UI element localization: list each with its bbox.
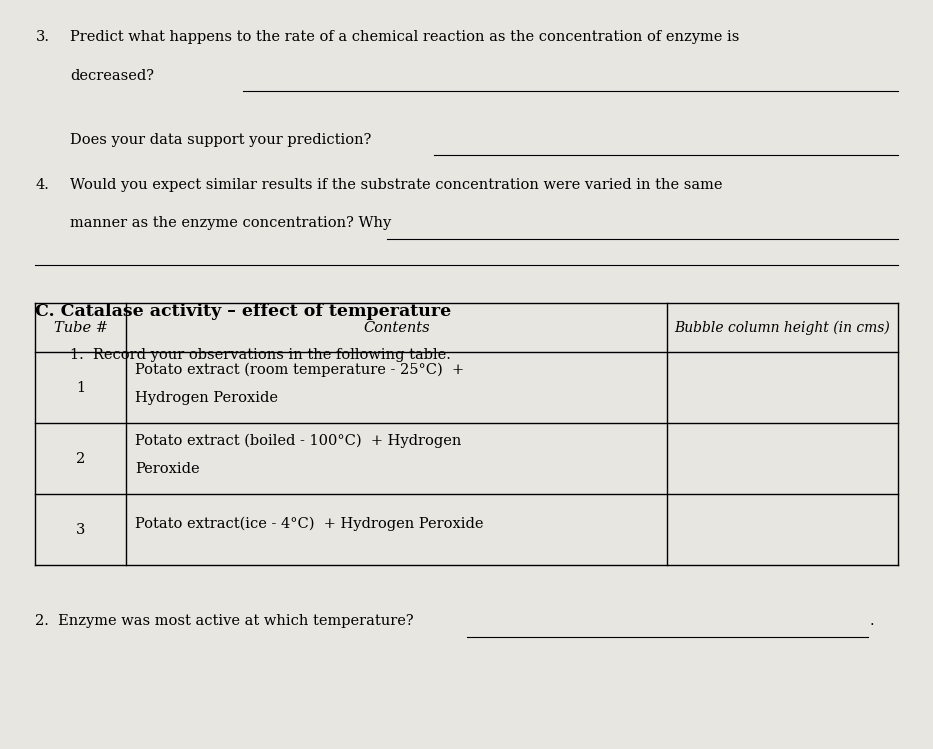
Text: 4.: 4. <box>35 178 49 192</box>
Text: .: . <box>870 614 874 628</box>
Text: Would you expect similar results if the substrate concentration were varied in t: Would you expect similar results if the … <box>70 178 722 192</box>
Text: Bubble column height (in cms): Bubble column height (in cms) <box>675 321 890 335</box>
Text: Predict what happens to the rate of a chemical reaction as the concentration of : Predict what happens to the rate of a ch… <box>70 30 739 44</box>
Text: Contents: Contents <box>363 321 430 335</box>
Text: 1: 1 <box>77 380 85 395</box>
Text: 2.  Enzyme was most active at which temperature?: 2. Enzyme was most active at which tempe… <box>35 614 414 628</box>
Text: 1.  Record your observations in the following table.: 1. Record your observations in the follo… <box>70 348 451 362</box>
Text: Tube #: Tube # <box>54 321 107 335</box>
Text: Does your data support your prediction?: Does your data support your prediction? <box>70 133 371 147</box>
Text: manner as the enzyme concentration? Why: manner as the enzyme concentration? Why <box>70 216 391 231</box>
Text: decreased?: decreased? <box>70 69 154 83</box>
Text: 3: 3 <box>76 523 86 537</box>
Text: Hydrogen Peroxide: Hydrogen Peroxide <box>135 391 278 405</box>
Text: 2: 2 <box>77 452 85 466</box>
Text: C. Catalase activity – effect of temperature: C. Catalase activity – effect of tempera… <box>35 303 452 320</box>
Text: 3.: 3. <box>35 30 49 44</box>
Text: Potato extract(ice - 4°C)  + Hydrogen Peroxide: Potato extract(ice - 4°C) + Hydrogen Per… <box>135 517 484 531</box>
Text: Potato extract (room temperature - 25°C)  +: Potato extract (room temperature - 25°C)… <box>135 363 465 377</box>
Text: Potato extract (boiled - 100°C)  + Hydrogen: Potato extract (boiled - 100°C) + Hydrog… <box>135 434 462 448</box>
Text: Peroxide: Peroxide <box>135 462 200 476</box>
